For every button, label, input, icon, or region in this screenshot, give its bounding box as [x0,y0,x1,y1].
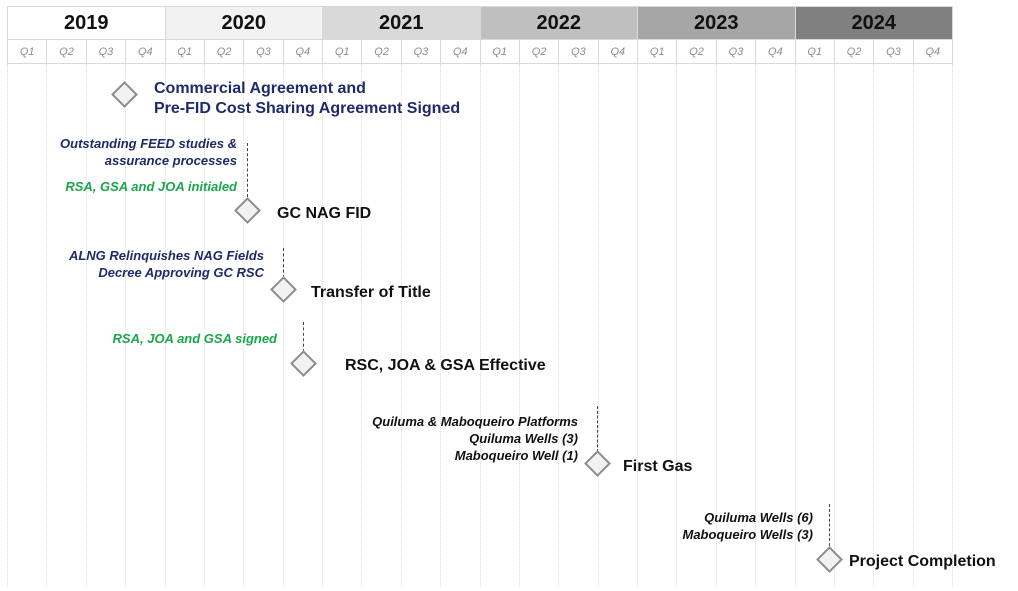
quarter-label: Q1 [637,40,677,64]
quarter-label: Q1 [794,40,834,64]
connector-line [303,322,304,352]
quarter-label: Q3 [400,40,441,64]
milestone-first-gas: First Gas [623,458,693,475]
note-rsa-signed: RSA, JOA and GSA signed [112,331,277,346]
quarter-label: Q4 [282,40,322,64]
quarter-label: Q1 [322,40,362,64]
quarter-label: Q1 [164,40,204,64]
note-feed-studies: Outstanding FEED studies & assurance pro… [60,136,237,168]
milestone-commercial-agreement: Commercial Agreement and Pre-FID Cost Sh… [154,79,460,119]
year-2023: 2023 [637,6,795,40]
quarter-label: Q2 [518,40,559,64]
quarter-label: Q4 [597,40,637,64]
quarter-label: Q1 [7,40,47,64]
milestone-gc-nag-fid: GC NAG FID [277,205,372,222]
quarter-label: Q3 [873,40,913,64]
gridlines [7,64,953,586]
quarter-label: Q4 [440,40,480,64]
year-2021: 2021 [322,6,480,40]
year-2019: 2019 [7,6,165,40]
connector-line [283,248,284,278]
year-row: 2019 2020 2021 2022 2023 2024 [7,6,953,40]
note-completion-details: Quiluma Wells (6) Maboqueiro Wells (3) [682,510,814,542]
quarter-label: Q3 [558,40,598,64]
note-rsa-initialed: RSA, GSA and JOA initialed [65,179,237,194]
year-2020: 2020 [164,6,322,40]
quarter-label: Q1 [479,40,519,64]
quarter-label: Q3 [85,40,126,64]
quarter-label: Q2 [203,40,244,64]
connector-line [597,406,598,452]
quarter-label: Q2 [676,40,716,64]
milestone-label-line: Commercial Agreement and [154,80,366,97]
year-2024: 2024 [794,6,953,40]
quarter-label: Q4 [912,40,953,64]
milestone-transfer-of-title: Transfer of Title [311,284,431,301]
quarter-label: Q3 [243,40,283,64]
milestone-rsc-effective: RSC, JOA & GSA Effective [345,357,546,374]
quarter-label: Q2 [46,40,86,64]
quarter-label: Q3 [715,40,756,64]
note-first-gas-details: Quiluma & Maboqueiro Platforms Quiluma W… [372,414,578,463]
quarter-label: Q2 [361,40,401,64]
quarter-label: Q4 [125,40,165,64]
quarter-label: Q2 [833,40,874,64]
note-alng-relinquishes: ALNG Relinquishes NAG Fields Decree Appr… [68,248,264,280]
connector-line [829,504,830,546]
year-2022: 2022 [479,6,637,40]
quarter-label: Q4 [755,40,795,64]
connector-line [247,143,248,197]
quarter-row: Q1 Q2 Q3 Q4 Q1 Q2 Q3 Q4 Q1 Q2 Q3 Q4 Q1 Q2 Q3 Q4 Q1 Q2… [7,40,953,64]
milestone-project-completion: Project Completion [849,553,996,570]
timeline-header: 2019 2020 2021 2022 2023 2024 Q1 Q2 Q3 Q4 Q… [7,6,953,64]
milestone-label-line: Pre-FID Cost Sharing Agreement Signed [154,100,461,117]
